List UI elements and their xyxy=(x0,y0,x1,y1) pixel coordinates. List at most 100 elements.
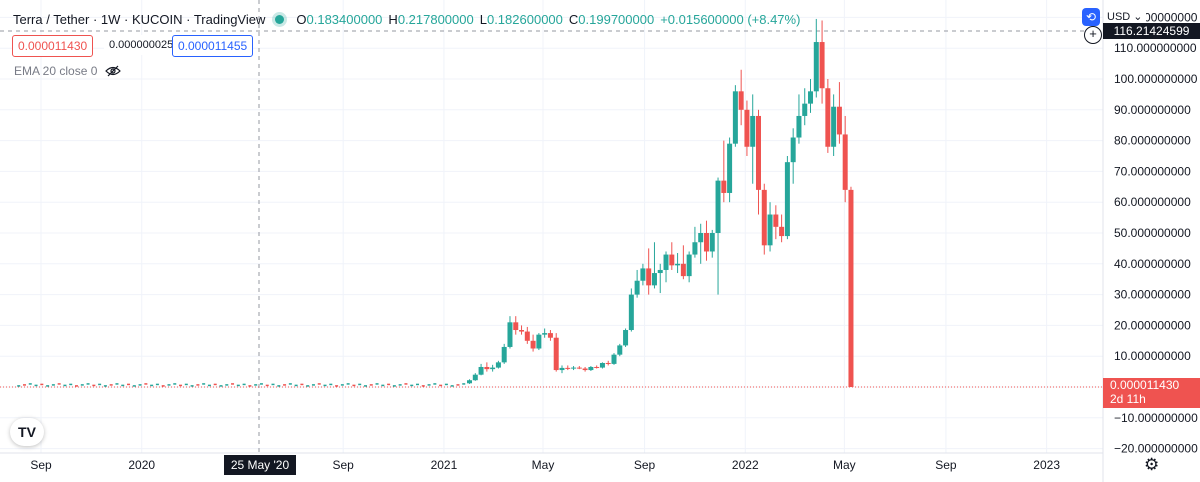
tradingview-logo-icon[interactable]: TV xyxy=(10,418,44,446)
candle xyxy=(231,383,235,385)
add-plus-icon[interactable]: + xyxy=(1084,26,1102,44)
candle-body xyxy=(565,367,571,369)
candle-body xyxy=(553,337,559,371)
candle xyxy=(271,383,275,386)
candle-body xyxy=(582,368,588,371)
currency-select[interactable]: USD ⌄ xyxy=(1104,9,1146,24)
candle xyxy=(202,383,206,385)
candle-body xyxy=(761,189,767,246)
candle-body xyxy=(848,189,854,387)
candle xyxy=(86,383,90,385)
candle xyxy=(317,383,321,385)
candle-body xyxy=(571,367,577,369)
crosshair xyxy=(0,0,1103,453)
time-tick-label: 2020 xyxy=(128,458,155,472)
time-tick-label: Sep xyxy=(935,458,957,472)
candle-body xyxy=(738,91,744,110)
candle xyxy=(387,383,391,386)
eye-hidden-icon[interactable] xyxy=(105,65,122,77)
buy-button[interactable]: 0.000011455 xyxy=(172,35,254,57)
sell-button[interactable]: 0.000011430 xyxy=(12,35,94,57)
candle xyxy=(69,383,73,386)
candle xyxy=(444,383,448,386)
candle xyxy=(98,383,102,386)
candle-body xyxy=(773,214,779,227)
price-tick-label: 100.000000000 xyxy=(1114,72,1198,86)
candle xyxy=(410,384,414,387)
candle-body xyxy=(519,330,525,332)
candle xyxy=(456,384,460,386)
candle-body xyxy=(588,366,594,371)
price-tick-label: 30.000000000 xyxy=(1114,288,1191,302)
time-tick-label: 2022 xyxy=(732,458,759,472)
candle-body xyxy=(576,367,582,369)
candle xyxy=(121,384,125,387)
candle xyxy=(213,383,217,386)
time-tick-label: 2023 xyxy=(1033,458,1060,472)
candle xyxy=(22,384,26,386)
crosshair-price-label: 116.21424599 xyxy=(1103,23,1200,39)
market-status-icon xyxy=(275,14,285,24)
price-tick-label: −10.000000000 xyxy=(1114,411,1198,425)
candle xyxy=(439,384,443,387)
candle xyxy=(335,385,339,387)
candle-body xyxy=(669,254,675,266)
scale-controls: ⟲ xyxy=(1082,8,1100,26)
price-tick-label: 70.000000000 xyxy=(1114,164,1191,178)
candle xyxy=(17,385,21,387)
candle-body xyxy=(831,106,837,147)
candle xyxy=(381,384,385,387)
candle xyxy=(398,384,402,386)
indicator-label: EMA 20 close 0 xyxy=(14,64,98,78)
candle xyxy=(109,384,113,386)
candle xyxy=(375,383,379,385)
price-tick-label: 60.000000000 xyxy=(1114,195,1191,209)
candle-body xyxy=(755,115,761,190)
candle-body xyxy=(813,42,819,92)
candle xyxy=(57,383,61,385)
price-tick-label: 50.000000000 xyxy=(1114,226,1191,240)
candle xyxy=(288,383,292,385)
candle-body xyxy=(542,333,548,335)
candle-body xyxy=(513,322,519,331)
candle-body xyxy=(692,242,698,255)
last-price-label: 0.000011430 2d 11h xyxy=(1103,378,1200,408)
candle-body xyxy=(715,180,721,233)
candle-body xyxy=(605,362,611,364)
time-tick-label: Sep xyxy=(30,458,52,472)
candle xyxy=(323,384,327,387)
candle-body xyxy=(796,115,802,138)
symbol-title: Terra / Tether · 1W · KUCOIN · TradingVi… xyxy=(13,11,266,27)
candle xyxy=(28,383,32,385)
candle xyxy=(207,384,211,387)
candle-body xyxy=(651,273,657,286)
price-tick-label: 40.000000000 xyxy=(1114,257,1191,271)
candle-body xyxy=(732,91,738,144)
candle-body xyxy=(594,366,600,368)
price-tick-label: 80.000000000 xyxy=(1114,134,1191,148)
indicator-ema[interactable]: EMA 20 close 0 xyxy=(14,64,122,78)
ohlc-close: C0.199700000 xyxy=(568,11,655,27)
candle xyxy=(63,384,67,387)
ohlc-open: O0.183400000 xyxy=(296,11,383,27)
candle xyxy=(155,383,159,386)
candle-body xyxy=(490,367,496,370)
price-tick-label: 110.000000000 xyxy=(1114,41,1197,55)
candle-body xyxy=(744,109,750,147)
candle-body xyxy=(495,362,501,368)
candle xyxy=(51,384,55,386)
candle-body xyxy=(790,137,796,163)
settings-gear-icon[interactable]: ⚙ xyxy=(1144,455,1160,474)
candle-body xyxy=(646,268,652,286)
candle xyxy=(190,385,194,387)
auto-scale-icon[interactable]: ⟲ xyxy=(1082,8,1100,26)
price-tick-label: 20.000000000 xyxy=(1114,318,1191,332)
candle xyxy=(138,384,142,386)
candle xyxy=(161,385,165,387)
candle-body xyxy=(640,268,646,281)
candle-body xyxy=(623,330,629,346)
candle-body xyxy=(530,340,536,349)
candle xyxy=(311,384,315,386)
